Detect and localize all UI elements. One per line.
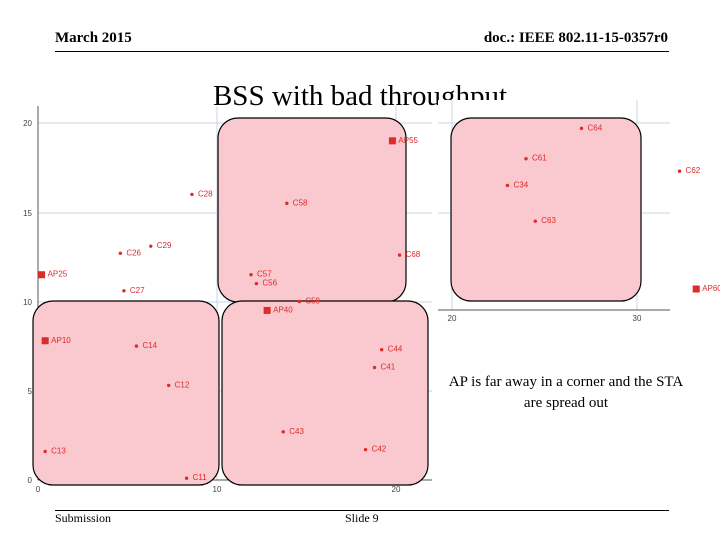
node-label-ap40: AP40 <box>273 305 293 314</box>
sta-marker-c11 <box>184 476 189 480</box>
left-plot: 0 5 10 15 20 0 10 20 AP55 C28 C58 C29 C26 C68… <box>23 106 432 494</box>
ap-marker-ap40 <box>263 306 271 314</box>
sta-marker-c26 <box>118 251 123 256</box>
node-label-c62: C62 <box>686 166 701 175</box>
right-plot-ticks: 20 30 <box>448 314 642 323</box>
right-plot: 20 30 C64 C61 C62 C34 C63 AP60 <box>438 100 720 323</box>
sta-marker-c28 <box>190 192 194 197</box>
annotation-text: AP is far away in a corner and the STA a… <box>448 374 684 411</box>
sta-marker-c27 <box>122 289 126 293</box>
node-label-c11: C11 <box>193 473 208 482</box>
node-label-c27: C27 <box>130 286 145 295</box>
node-label-ap10: AP10 <box>51 336 71 345</box>
node-label-c61: C61 <box>532 154 547 163</box>
node-label-c58: C58 <box>293 198 308 207</box>
node-label-ap60: AP60 <box>702 284 720 293</box>
bss-region-ap60 <box>450 117 642 302</box>
node-label-ap55: AP55 <box>398 136 418 145</box>
y-tick-label: 10 <box>23 298 32 307</box>
ap-marker-ap10 <box>41 337 49 345</box>
node-label-c26: C26 <box>126 248 141 257</box>
node-label-c13: C13 <box>51 446 66 455</box>
x-tick-label: 20 <box>392 485 401 494</box>
node-label-c56: C56 <box>262 279 277 288</box>
node-label-c28: C28 <box>198 189 213 198</box>
footer-slide-number: Slide 9 <box>345 511 379 525</box>
header-doc-id: doc.: IEEE 802.11-15-0357r0 <box>483 30 668 46</box>
sta-marker-c61 <box>524 157 528 161</box>
sta-marker-c41 <box>372 365 377 370</box>
node-label-c68: C68 <box>406 250 421 259</box>
node-label-c57: C57 <box>257 270 272 279</box>
sta-marker-c44 <box>379 347 384 352</box>
sta-marker-c29 <box>149 244 153 248</box>
y-tick-label: 15 <box>23 209 32 218</box>
node-label-c34: C34 <box>514 180 529 189</box>
node-label-c59: C59 <box>305 297 320 306</box>
bss-region-ap55 <box>217 117 407 303</box>
sta-marker-c63 <box>533 219 537 223</box>
sta-marker-c64 <box>579 126 584 131</box>
sta-marker-c13 <box>43 449 47 454</box>
sta-marker-c43 <box>281 430 285 434</box>
ap-marker-ap60 <box>692 285 700 293</box>
node-label-c12: C12 <box>175 380 190 389</box>
sta-marker-c68 <box>397 253 402 257</box>
x-tick-label: 20 <box>448 314 457 323</box>
footer-rule <box>55 510 669 511</box>
sta-marker-c14 <box>134 344 139 348</box>
ap-marker-ap25 <box>38 271 46 279</box>
node-label-c42: C42 <box>372 445 387 454</box>
bss-region-ap10 <box>32 300 220 486</box>
x-tick-label: 0 <box>36 485 41 494</box>
node-label-ap25: AP25 <box>48 270 68 279</box>
y-tick-label: 5 <box>28 387 33 396</box>
sta-marker-c34 <box>505 183 510 188</box>
sta-marker-c58 <box>285 201 289 206</box>
ap-marker-ap55 <box>388 137 396 145</box>
node-label-c64: C64 <box>588 123 603 132</box>
node-label-c29: C29 <box>157 241 172 250</box>
header-rule <box>55 51 669 52</box>
sta-marker-c59 <box>297 299 302 304</box>
y-tick-label: 0 <box>28 476 33 485</box>
node-label-c43: C43 <box>289 427 304 436</box>
sta-marker-c12 <box>166 383 171 388</box>
footer-submission: Submission <box>55 511 112 525</box>
left-plot-ticks: 0 5 10 15 20 0 10 20 <box>23 119 401 494</box>
sta-marker-c57 <box>249 273 253 277</box>
bss-region-ap40 <box>221 300 429 486</box>
sta-marker-c56 <box>254 281 259 286</box>
x-tick-label: 30 <box>633 314 642 323</box>
right-plot-nodes: C64 C61 C62 C34 C63 AP60 <box>505 123 720 293</box>
sta-marker-c42 <box>363 447 368 452</box>
node-label-c14: C14 <box>142 341 157 350</box>
node-label-c44: C44 <box>388 345 403 354</box>
node-label-c41: C41 <box>381 363 396 372</box>
node-label-c63: C63 <box>541 216 556 225</box>
x-tick-label: 10 <box>213 485 222 494</box>
y-tick-label: 20 <box>23 119 32 128</box>
header-date: March 2015 <box>55 30 132 46</box>
sta-marker-c62 <box>677 169 682 173</box>
